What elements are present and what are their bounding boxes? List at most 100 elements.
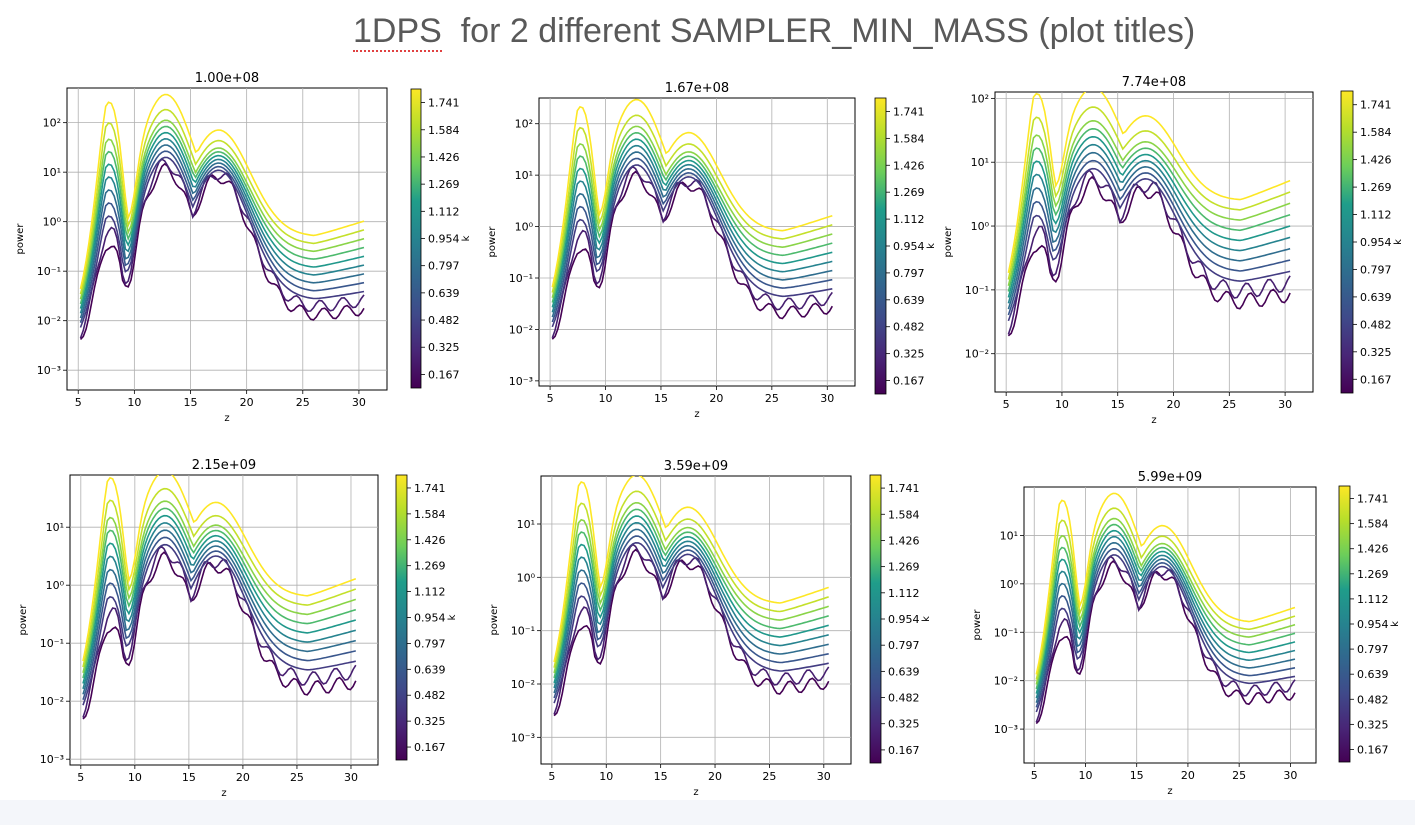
series-line-k5 [1007, 151, 1291, 310]
series-line-k3 [1035, 554, 1296, 713]
colorbar-tick-label: 1.112 [428, 205, 460, 218]
colorbar-tick-label: 0.797 [1357, 643, 1389, 656]
y-tick-label: 10⁻³ [994, 723, 1018, 736]
chart-title: 2.15e+09 [192, 458, 256, 473]
plot-area [994, 91, 1314, 393]
y-axis-label: power [972, 609, 983, 641]
y-tick-label: 10⁻² [994, 675, 1018, 688]
y-tick-label: 10⁰ [43, 216, 62, 229]
x-tick-label: 15 [1130, 769, 1144, 782]
chart-panel-2: 5 10 15 20 25 30 10⁻³ 10⁻² 10⁻¹ 10⁰ 10¹ 10² 1.67e+08… [487, 81, 937, 420]
colorbar-tick-label: 1.269 [1357, 568, 1389, 581]
colorbar-tick-label: 1.741 [888, 482, 920, 495]
x-axis-label: z [224, 413, 229, 424]
series-line-k10 [1035, 507, 1296, 680]
x-tick-label: 5 [548, 770, 555, 783]
colorbar-tick-label: 0.325 [1357, 718, 1389, 731]
y-axis-label: power [943, 226, 954, 258]
series-line-k1 [1007, 175, 1291, 337]
series-line-k7 [79, 131, 365, 309]
colorbar [410, 88, 422, 389]
colorbar-label: k [921, 616, 932, 622]
colorbar-tick-label: 0.482 [1360, 318, 1392, 331]
y-tick-label: 10⁻² [37, 315, 61, 328]
series-line-k2 [551, 165, 833, 339]
series-line-k6 [1007, 143, 1291, 304]
y-tick-label: 10⁻² [509, 323, 533, 336]
series-line-k11 [82, 475, 357, 662]
series-line-k9 [1007, 119, 1291, 286]
series-line-k2 [553, 543, 830, 715]
series-line-k6 [551, 144, 833, 313]
y-tick-label: 10⁻³ [511, 731, 535, 744]
series-line-k3 [79, 156, 365, 328]
x-tick-label: 10 [1055, 398, 1069, 411]
colorbar-tick-label: 1.426 [893, 159, 925, 172]
x-tick-label: 5 [77, 771, 84, 784]
x-tick-label: 10 [599, 770, 613, 783]
x-axis-label: z [221, 788, 226, 799]
slide-title: 1DPS for 2 different SAMPLER_MIN_MASS (p… [353, 12, 1195, 52]
series-line-k8 [1035, 523, 1296, 690]
series-line-k3 [551, 164, 833, 328]
colorbar-tick-label: 1.269 [893, 186, 925, 199]
x-tick-label: 30 [817, 770, 831, 783]
y-axis-label: power [18, 604, 29, 636]
colorbar-tick-label: 0.482 [414, 689, 446, 702]
series-line-k7 [1035, 529, 1296, 694]
chart-title: 3.59e+09 [664, 459, 728, 474]
colorbar-tick-label: 1.584 [888, 508, 920, 521]
y-tick-label: 10¹ [1000, 529, 1018, 542]
y-axis-label: power [15, 223, 26, 255]
series-line-k1 [1035, 560, 1296, 725]
chart-panel-1: 5 10 15 20 25 30 10⁻³ 10⁻² 10⁻¹ 10⁰ 10¹ 10² 1.00e+08… [15, 71, 472, 424]
colorbar-tick-label: 1.741 [1357, 493, 1389, 506]
series-line-k6 [553, 521, 829, 689]
x-tick-label: 25 [762, 770, 776, 783]
series-line-k7 [553, 515, 829, 684]
series-line-k1 [79, 162, 365, 340]
y-tick-label: 10¹ [971, 156, 989, 169]
y-tick-label: 10¹ [515, 169, 533, 182]
y-tick-label: 10⁰ [46, 579, 65, 592]
colorbar-tick-label: 0.639 [1360, 291, 1392, 304]
colorbar-label: k [926, 243, 937, 249]
colorbar-tick-label: 1.584 [893, 132, 925, 145]
colorbar-tick-label: 0.639 [893, 294, 925, 307]
colorbar [395, 474, 408, 761]
x-tick-label: 30 [1283, 769, 1297, 782]
colorbar-tick-label: 1.426 [1357, 543, 1389, 556]
series-line-k11 [1035, 492, 1296, 675]
colorbar-tick-label: 0.954 [428, 233, 460, 246]
series-line-k3 [1007, 167, 1291, 322]
x-tick-label: 10 [1078, 769, 1092, 782]
series-line-k7 [82, 514, 357, 684]
colorbar [874, 97, 887, 395]
series-line-k10 [82, 487, 357, 668]
series-line-k9 [79, 119, 365, 300]
series-line-k11 [551, 98, 833, 288]
colorbar-tick-label: 1.426 [1360, 154, 1392, 167]
x-tick-label: 10 [128, 771, 142, 784]
series-line-k5 [79, 144, 365, 319]
y-tick-label: 10⁻¹ [509, 272, 533, 285]
x-axis-label: z [693, 787, 698, 798]
chart-title: 7.74e+08 [1122, 75, 1186, 90]
x-tick-label: 10 [127, 396, 141, 409]
colorbar-tick-label: 0.639 [414, 663, 446, 676]
series-line-k4 [79, 150, 365, 323]
colorbar-tick-label: 0.797 [888, 639, 920, 652]
x-tick-label: 30 [1278, 398, 1292, 411]
chart-panel-4: 5 10 15 20 25 30 10⁻³ 10⁻² 10⁻¹ 10⁰ 10¹ 2.15e+09 z po… [18, 458, 458, 799]
series-line-k3 [553, 541, 829, 704]
colorbar-tick-label: 0.797 [893, 267, 925, 280]
x-tick-label: 30 [352, 396, 366, 409]
colorbar-tick-label: 1.426 [428, 151, 460, 164]
series-line-k4 [82, 536, 356, 700]
colorbar-tick-label: 1.112 [888, 587, 920, 600]
y-tick-label: 10² [43, 117, 61, 130]
x-tick-label: 25 [1232, 769, 1246, 782]
y-tick-label: 10⁻² [40, 695, 64, 708]
colorbar-tick-label: 1.426 [888, 534, 920, 547]
colorbar [869, 474, 882, 764]
